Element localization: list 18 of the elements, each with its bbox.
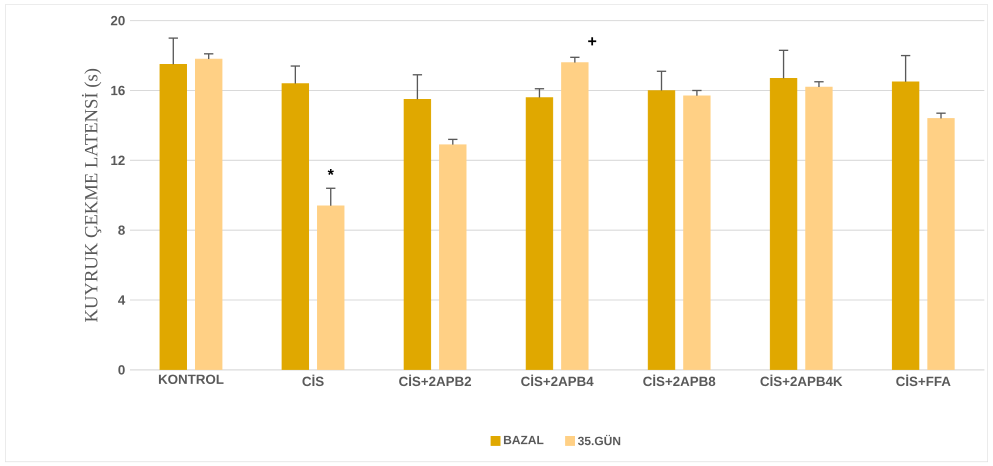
x-tick-label: KONTROL — [158, 374, 224, 384]
annotation: + — [588, 37, 596, 46]
y-axis-title: KUYRUK ÇEKME LATENSİ (s) — [82, 68, 102, 322]
y-tick-label: 4 — [118, 296, 126, 305]
x-tick-label: CİS+2APB8 — [643, 374, 716, 386]
y-tick-label: 20 — [110, 16, 125, 26]
annotation: * — [328, 169, 334, 176]
legend-label: 35.GÜN — [578, 434, 620, 446]
x-tick-label: CİS+2APB2 — [399, 374, 472, 386]
x-tick-label: CİS+2APB4K — [760, 374, 842, 386]
y-tick-label: 12 — [111, 156, 125, 166]
y-tick-label: 0 — [118, 365, 125, 375]
x-tick-label: CİS+2APB4 — [521, 374, 594, 386]
y-tick-label: 16 — [111, 86, 125, 96]
x-tick-label: CİS+FFA — [896, 374, 951, 386]
x-tick-label: CİS — [302, 374, 324, 386]
legend-label: BAZAL — [504, 436, 544, 444]
y-tick-label: 8 — [118, 226, 125, 235]
